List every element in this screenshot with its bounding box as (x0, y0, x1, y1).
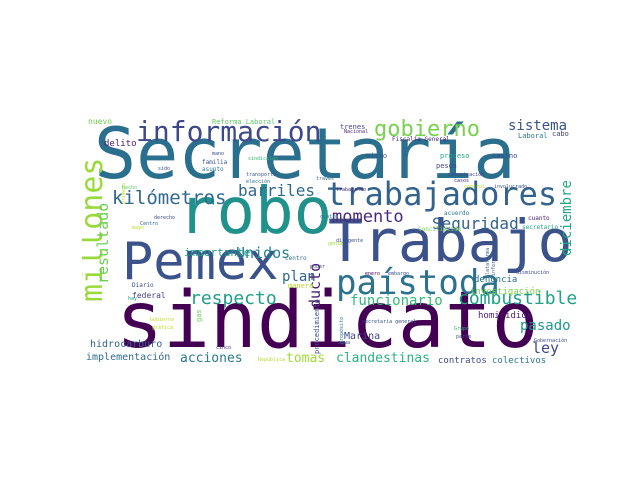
word: trabajadores (326, 175, 558, 213)
word: elección (246, 179, 271, 185)
word: pasado (520, 318, 571, 334)
word: asunto (202, 166, 224, 173)
word: colectivos (492, 356, 547, 366)
word: federal (132, 291, 166, 300)
word: implementación (86, 352, 171, 363)
word: gráfica (152, 325, 174, 331)
word: clandestinas (336, 351, 430, 366)
word: mismo (366, 152, 388, 160)
word-cloud: sindicato Secretaría robo Trabajo Pemex … (82, 116, 576, 370)
word: sido (158, 166, 171, 172)
word: enero (365, 271, 381, 277)
word: centro (285, 255, 307, 262)
word: cuanto (528, 215, 550, 222)
word: mayo (132, 225, 145, 231)
word: informar (491, 251, 497, 276)
word: disminución (516, 270, 550, 276)
word: denuncia (474, 275, 518, 285)
word: robo (178, 175, 333, 249)
word: parte (456, 334, 472, 340)
word: comunicación (448, 172, 485, 178)
word: kilómetros (112, 187, 227, 209)
word: pesos (436, 162, 458, 170)
word: plan (282, 269, 316, 285)
word: transporte (246, 172, 277, 178)
word: Gobierno (150, 317, 175, 323)
word: sindicato (116, 276, 539, 366)
word: cuatro (320, 214, 339, 220)
word: Nacional (344, 129, 369, 135)
word: dirigente (336, 238, 364, 244)
word: Pemex (122, 232, 279, 292)
word: hay (128, 296, 138, 302)
word: delito (104, 139, 137, 149)
word: Centro (140, 221, 159, 227)
word: Reforma Laboral (212, 118, 276, 126)
word: Conciliación (418, 226, 462, 233)
word: resultado (94, 202, 112, 284)
word: homicidios (478, 311, 533, 321)
word: sistema (508, 118, 568, 134)
word: ley (532, 339, 560, 357)
word: secretario (522, 224, 559, 231)
word: paístoda (336, 263, 500, 303)
word: casino (492, 152, 518, 160)
word: combustible (458, 288, 576, 309)
word: mano (212, 151, 225, 157)
word: cabo (552, 130, 569, 138)
word: derecho (154, 215, 176, 221)
word: través (316, 176, 335, 182)
word: hidrocarburo (90, 339, 163, 350)
word: información (136, 116, 322, 148)
word: cinco (216, 345, 232, 351)
word: Fiscalía General (392, 136, 450, 143)
word: República (258, 357, 286, 363)
word: Marina (344, 331, 381, 342)
word: barriles (238, 181, 316, 200)
word: manera (288, 282, 314, 290)
word: Trabajo (328, 207, 573, 275)
word: procedimiento (313, 299, 321, 354)
word: respecto (190, 288, 277, 309)
word: hecho (122, 185, 138, 191)
word: casos (454, 178, 470, 184)
word: Unidos (236, 244, 291, 262)
word: trenes (340, 123, 366, 131)
word: Gobernación (534, 338, 568, 344)
word: acciones (180, 351, 243, 366)
word: Grupo (454, 326, 470, 332)
word: diciembre (559, 180, 575, 256)
word: gobierno (374, 117, 480, 142)
word: Seguridad (432, 214, 519, 233)
word: sindicales (248, 156, 279, 162)
word: embargo (388, 271, 410, 277)
word: poder (310, 264, 326, 270)
word: proceso (440, 152, 470, 160)
word: Diario (132, 282, 154, 289)
word: gas (195, 309, 203, 322)
word: trabajando (336, 187, 367, 193)
word: momento (332, 207, 404, 227)
word: Secretaría (94, 116, 516, 195)
word: Laboral (518, 132, 548, 140)
word: control (464, 184, 486, 190)
word: tomas (286, 351, 326, 366)
word: agua (338, 340, 351, 346)
word: involucrado (494, 184, 528, 190)
word: importante (184, 246, 251, 259)
word: familia (202, 159, 228, 166)
word: nuevo (88, 117, 113, 126)
word: funcionario (350, 293, 443, 309)
word: investigación (470, 287, 541, 297)
word: acuerdo (444, 210, 470, 217)
word: secretaria general (362, 319, 417, 325)
word: contratos (438, 356, 487, 366)
word: gente (328, 241, 344, 247)
